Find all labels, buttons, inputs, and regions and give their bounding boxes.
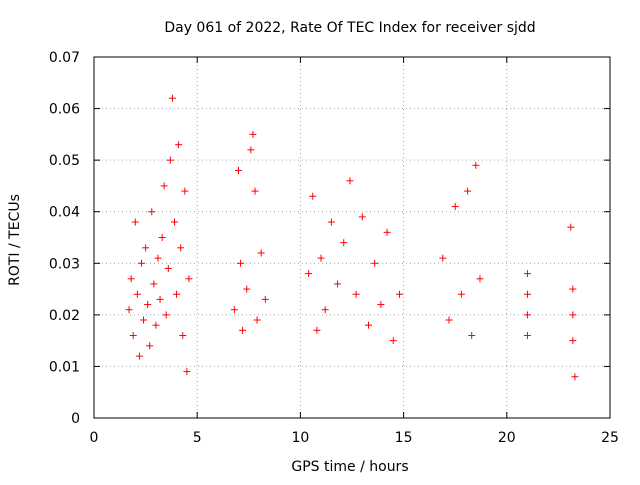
data-point	[321, 306, 329, 314]
data-point	[389, 337, 397, 345]
data-point	[152, 321, 160, 329]
data-point	[340, 239, 348, 247]
data-point	[571, 373, 579, 381]
data-point	[150, 280, 158, 288]
x-tick-label: 20	[498, 430, 516, 446]
data-point	[239, 326, 247, 334]
data-point	[142, 244, 150, 252]
data-point	[439, 254, 447, 262]
data-point	[365, 321, 373, 329]
data-point	[179, 331, 187, 339]
y-tick-label: 0	[71, 411, 80, 427]
data-point	[135, 352, 143, 360]
data-point	[457, 290, 465, 298]
data-point	[472, 161, 480, 169]
x-axis-label: GPS time / hours	[291, 459, 408, 475]
data-point	[164, 264, 172, 272]
data-point	[523, 290, 531, 298]
data-point	[160, 182, 168, 190]
data-point	[371, 259, 379, 267]
data-point	[146, 342, 154, 350]
data-point	[127, 275, 135, 283]
data-point	[346, 177, 354, 185]
data-point	[148, 208, 156, 216]
data-point	[247, 146, 255, 154]
x-tick-label: 10	[291, 430, 309, 446]
data-point	[358, 213, 366, 221]
data-point	[523, 270, 531, 278]
data-point	[305, 270, 313, 278]
data-point	[395, 290, 403, 298]
data-point	[468, 331, 476, 339]
data-point	[144, 301, 152, 309]
y-tick-label: 0.02	[49, 308, 80, 324]
data-point	[249, 130, 257, 138]
data-point	[129, 331, 137, 339]
data-point	[162, 311, 170, 319]
x-tick-label: 5	[193, 430, 202, 446]
data-point	[569, 311, 577, 319]
y-tick-label: 0.01	[49, 359, 80, 375]
data-point	[313, 326, 321, 334]
data-point	[166, 156, 174, 164]
data-point	[175, 141, 183, 149]
data-point	[327, 218, 335, 226]
y-tick-label: 0.05	[49, 153, 80, 169]
data-point	[230, 306, 238, 314]
data-point	[140, 316, 148, 324]
x-tick-label: 25	[601, 430, 619, 446]
x-tick-label: 15	[395, 430, 413, 446]
data-point	[173, 290, 181, 298]
data-point	[569, 285, 577, 293]
data-point	[377, 301, 385, 309]
data-point	[125, 306, 133, 314]
data-point	[253, 316, 261, 324]
data-point	[257, 249, 265, 257]
data-point	[137, 259, 145, 267]
data-point	[317, 254, 325, 262]
y-tick-label: 0.06	[49, 102, 80, 118]
data-point	[131, 218, 139, 226]
data-point	[445, 316, 453, 324]
y-tick-label: 0.07	[49, 50, 80, 66]
y-tick-label: 0.03	[49, 256, 80, 272]
data-point	[243, 285, 251, 293]
data-point	[183, 368, 191, 376]
data-point	[181, 187, 189, 195]
data-point	[334, 280, 342, 288]
data-point	[158, 234, 166, 241]
plot-frame	[93, 56, 611, 419]
data-point	[170, 218, 178, 226]
grid-lines	[94, 57, 610, 418]
data-point	[569, 337, 577, 345]
data-point	[133, 290, 141, 298]
data-point	[177, 244, 185, 252]
data-point	[451, 203, 459, 211]
data-point	[156, 295, 164, 303]
y-tick-label: 0.04	[49, 205, 80, 221]
data-point	[523, 311, 531, 319]
data-point	[567, 223, 575, 231]
data-point	[237, 259, 245, 267]
data-point	[251, 187, 259, 195]
data-point	[309, 192, 317, 200]
data-point	[352, 290, 360, 298]
data-point	[168, 94, 176, 102]
data-point	[476, 275, 484, 283]
data-point	[464, 187, 472, 195]
data-point	[523, 331, 531, 339]
data-point	[154, 254, 162, 262]
data-point	[261, 295, 269, 303]
data-point	[383, 228, 391, 236]
data-point	[185, 275, 193, 283]
y-axis-label: ROTI / TECUs	[7, 194, 23, 286]
data-points	[125, 94, 579, 381]
x-tick-label: 0	[90, 430, 99, 446]
axes: 0 5 10 15 20 25 0 0.01 0.02 0.03 0.04 0.05 0.06 0.07	[49, 50, 619, 446]
chart-title: Day 061 of 2022, Rate Of TEC Index for r…	[164, 20, 535, 36]
data-point	[234, 166, 242, 174]
